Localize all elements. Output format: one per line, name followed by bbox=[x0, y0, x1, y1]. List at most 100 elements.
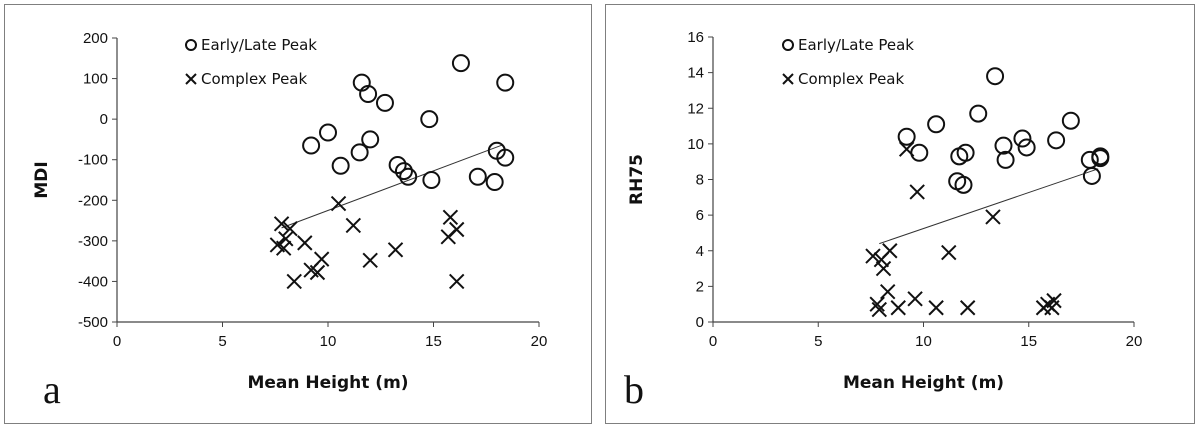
chart-a-x-tick-label: 0 bbox=[113, 333, 121, 350]
chart-a-point-complex-peak bbox=[286, 273, 302, 290]
chart-a-point-early-late-peak bbox=[319, 123, 337, 142]
chart-b-y-axis-title: RH75 bbox=[627, 154, 647, 205]
chart-a-y-tick-label: 200 bbox=[83, 30, 108, 47]
chart-b-y-tick-label: 0 bbox=[696, 314, 704, 331]
chart-b-x-tick-label: 0 bbox=[709, 333, 717, 350]
chart-a-point-early-late-peak bbox=[496, 148, 515, 167]
chart-b-x-tick-label: 5 bbox=[814, 333, 822, 350]
chart-b-x-tick-label: 15 bbox=[1020, 333, 1037, 350]
chart-a-point-complex-peak bbox=[275, 240, 292, 256]
chart-b-point-early-late-peak bbox=[994, 136, 1013, 155]
chart-a-point-complex-peak bbox=[442, 209, 459, 226]
chart-a-point-early-late-peak bbox=[331, 156, 350, 175]
chart-b-legend-x-icon bbox=[782, 73, 794, 85]
chart-b-point-complex-peak bbox=[875, 260, 892, 277]
chart-a-point-complex-peak bbox=[345, 217, 362, 234]
chart-a-point-early-late-peak bbox=[350, 143, 369, 162]
chart-b-point-complex-peak bbox=[898, 141, 915, 157]
chart-a-point-complex-peak bbox=[278, 231, 294, 247]
chart-a-point-early-late-peak bbox=[359, 84, 378, 103]
chart-a-point-early-late-peak bbox=[496, 73, 515, 92]
chart-a-point-early-late-peak bbox=[375, 93, 394, 112]
chart-a-point-complex-peak bbox=[387, 242, 404, 258]
chart-b-y-tick-label: 4 bbox=[696, 243, 704, 260]
chart-a-point-complex-peak bbox=[330, 195, 347, 212]
chart-a-y-tick-label: 100 bbox=[83, 71, 108, 88]
chart-a-point-complex-peak bbox=[309, 264, 326, 281]
chart-b-point-complex-peak bbox=[909, 184, 925, 200]
chart-b-point-early-late-peak bbox=[1091, 147, 1110, 166]
chart-b-y-tick-label: 14 bbox=[687, 65, 704, 82]
chart-b-point-complex-peak bbox=[959, 300, 976, 316]
chart-b-point-early-late-peak bbox=[986, 67, 1005, 86]
chart-a-legend-label: Early/Late Peak bbox=[201, 36, 317, 54]
chart-b-trendline bbox=[879, 168, 1099, 245]
chart-b-point-complex-peak bbox=[871, 301, 888, 318]
chart-a-x-tick-label: 5 bbox=[218, 333, 226, 350]
chart-a-x-axis-title: Mean Height (m) bbox=[247, 373, 408, 393]
chart-a-panel-letter: a bbox=[43, 367, 61, 412]
chart-a-point-early-late-peak bbox=[468, 167, 487, 186]
chart-b-y-tick-label: 10 bbox=[687, 136, 704, 153]
chart-b-legend-label: Early/Late Peak bbox=[798, 36, 914, 54]
chart-a-point-early-late-peak bbox=[485, 173, 504, 192]
chart-a-point-complex-peak bbox=[273, 216, 290, 232]
chart-b-point-early-late-peak bbox=[1013, 129, 1032, 148]
chart-a-point-complex-peak bbox=[313, 251, 330, 267]
chart-a-point-early-late-peak bbox=[361, 130, 380, 149]
chart-a-y-tick-label: -100 bbox=[78, 152, 108, 169]
chart-a-point-early-late-peak bbox=[399, 167, 418, 186]
chart-b-point-complex-peak bbox=[869, 296, 885, 312]
chart-a-legend-circle-icon bbox=[185, 39, 197, 51]
chart-b-legend-label: Complex Peak bbox=[798, 70, 904, 88]
chart-a-y-tick-label: -500 bbox=[78, 314, 108, 331]
chart-b-point-early-late-peak bbox=[954, 175, 973, 194]
chart-b-legend-circle-icon bbox=[782, 39, 794, 51]
chart-b-point-complex-peak bbox=[882, 243, 898, 259]
chart-b-point-early-late-peak bbox=[969, 104, 988, 123]
chart-b-x-axis-title: Mean Height (m) bbox=[843, 373, 1004, 393]
chart-a-point-complex-peak bbox=[297, 235, 313, 251]
chart-b-x-tick-label: 20 bbox=[1126, 333, 1143, 350]
chart-a-x-tick-label: 10 bbox=[320, 333, 337, 350]
chart-b-point-early-late-peak bbox=[910, 143, 929, 162]
chart-b-point-complex-peak bbox=[907, 291, 923, 307]
chart-a-point-early-late-peak bbox=[422, 171, 441, 189]
chart-b-panel-letter: b bbox=[624, 367, 644, 412]
chart-a-legend-x-icon bbox=[185, 73, 197, 85]
chart-b-y-tick-label: 8 bbox=[696, 172, 704, 189]
chart-a-point-complex-peak bbox=[282, 220, 298, 237]
chart-a-point-complex-peak bbox=[449, 273, 465, 290]
chart-b-point-early-late-peak bbox=[1017, 138, 1036, 157]
chart-b-y-tick-label: 12 bbox=[687, 100, 704, 117]
chart-b-point-early-late-peak bbox=[1061, 111, 1080, 130]
chart-b-y-tick-label: 16 bbox=[687, 29, 704, 46]
chart-a-y-tick-label: 0 bbox=[100, 111, 108, 128]
chart-a-y-tick-label: -300 bbox=[78, 233, 108, 250]
chart-b-point-early-late-peak bbox=[956, 143, 975, 162]
chart-a-trendline bbox=[281, 144, 504, 229]
chart-panel-a: 200 100 0 -100 -200 -300 -400 -500 0 5 10 15 20 Mean … bbox=[4, 4, 592, 424]
chart-b-point-early-late-peak bbox=[927, 115, 946, 134]
chart-b-point-complex-peak bbox=[985, 209, 1001, 225]
chart-panel-b: 16 14 12 10 8 6 4 2 0 0 5 10 15 20 Mean Height (m) RH75… bbox=[605, 4, 1195, 424]
chart-b-y-tick-label: 2 bbox=[696, 278, 704, 295]
chart-a-point-early-late-peak bbox=[451, 54, 470, 73]
chart-a-x-tick-label: 15 bbox=[425, 333, 442, 350]
chart-a-point-complex-peak bbox=[449, 221, 465, 238]
chart-b-point-complex-peak bbox=[880, 284, 896, 300]
chart-b-point-early-late-peak bbox=[996, 150, 1015, 169]
chart-a-y-axis-title: MDI bbox=[32, 161, 52, 198]
chart-a-point-early-late-peak bbox=[420, 110, 439, 129]
chart-b-point-complex-peak bbox=[1046, 292, 1062, 309]
chart-a-point-early-late-peak bbox=[388, 155, 407, 174]
chart-a-y-tick-label: -200 bbox=[78, 192, 108, 209]
chart-b-point-complex-peak bbox=[941, 244, 957, 261]
chart-a-legend-label: Complex Peak bbox=[201, 70, 307, 88]
chart-b-point-complex-peak bbox=[890, 300, 906, 316]
chart-a-point-early-late-peak bbox=[302, 136, 321, 155]
chart-b-point-complex-peak bbox=[865, 248, 881, 264]
chart-b-point-early-late-peak bbox=[1082, 166, 1101, 185]
chart-b-point-early-late-peak bbox=[897, 127, 916, 146]
